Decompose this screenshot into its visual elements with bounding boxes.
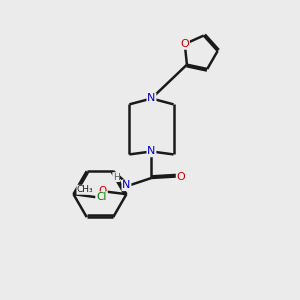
Text: O: O [99,186,107,196]
Text: N: N [147,94,156,103]
Text: N: N [122,180,130,190]
Text: Cl: Cl [96,192,106,202]
Text: O: O [176,172,185,182]
Text: N: N [147,146,156,157]
Text: H: H [113,172,119,182]
Text: CH₃: CH₃ [77,185,94,194]
Text: O: O [180,39,189,49]
